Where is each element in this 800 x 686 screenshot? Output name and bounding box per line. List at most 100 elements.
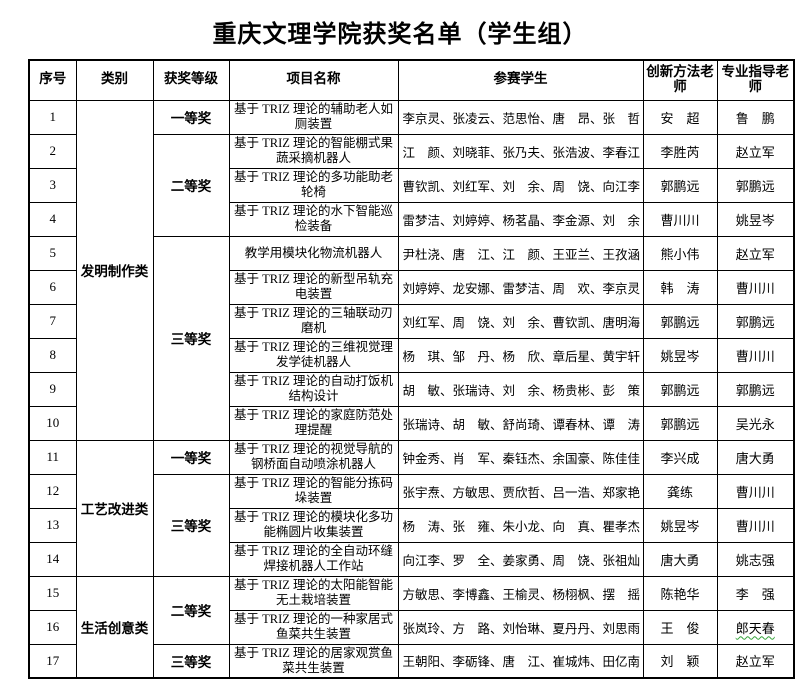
cell-advisor-teacher: 曹川川: [716, 337, 795, 373]
cell-serial: 17: [28, 643, 77, 679]
cell-advisor-teacher: 赵立军: [716, 235, 795, 271]
cell-students: 杨 涛、张 雍、朱小龙、向 真、瞿孝杰: [397, 507, 644, 543]
table-row: 13 基于 TRIZ 理论的模块化多功能椭圆片收集装置杨 涛、张 雍、朱小龙、向 …: [28, 507, 795, 543]
cell-advisor-teacher: 李 强: [716, 575, 795, 611]
cell-serial: 9: [28, 371, 77, 407]
table-row: 12 三等奖 基于 TRIZ 理论的智能分拣码垛装置 张宇焘、方敏思、贾欣哲、吕一浩、…: [28, 473, 795, 577]
cell-award-level: 二等奖: [152, 575, 230, 645]
header-row: 序号 类别 获奖等级 项目名称 参赛学生 创新方法老师 专业指导老师: [28, 59, 795, 101]
table-row: 1 发明制作类 一等奖 基于 TRIZ 理论的辅助老人如厕装置 李京灵、张凌云、范思怡、…: [28, 99, 795, 441]
cell-advisor-teacher: 姚昱岑: [716, 201, 795, 237]
cell-serial: 7: [28, 303, 77, 339]
cell-students: 张岚玲、方 路、刘怡琳、夏丹丹、刘思雨: [397, 609, 644, 645]
cell-students: 杨 琪、邹 丹、杨 欣、章后星、黄宇轩: [397, 337, 644, 373]
cell-category: 工艺改进类: [75, 439, 154, 577]
cell-advisor-teacher: 曹川川: [716, 507, 795, 543]
cell-serial: 8: [28, 337, 77, 373]
cell-project-name: 基于 TRIZ 理论的三轴联动刃磨机: [228, 303, 399, 339]
page-title: 重庆文理学院获奖名单（学生组）: [212, 20, 588, 48]
cell-serial: 12: [28, 473, 77, 509]
cell-students: 江 颜、刘晓菲、张乃夫、张浩波、李春江: [397, 133, 644, 169]
cell-method-teacher: 郭鹏远: [642, 167, 718, 203]
cell-project-name: 基于 TRIZ 理论的多功能助老轮椅: [228, 167, 399, 203]
award-table-body: 1 发明制作类 一等奖 基于 TRIZ 理论的辅助老人如厕装置 李京灵、张凌云、范思怡、…: [28, 99, 795, 679]
cell-advisor-teacher: 郭鹏远: [716, 303, 795, 339]
cell-method-teacher: 唐大勇: [642, 541, 718, 577]
cell-serial: 6: [28, 269, 77, 305]
cell-advisor-teacher: 鲁 鹏: [716, 99, 795, 135]
cell-project-name: 基于 TRIZ 理论的家庭防范处理提醒: [228, 405, 399, 441]
table-row: 16 基于 TRIZ 理论的一种家居式鱼菜共生装置 张岚玲、方 路、刘怡琳、夏丹丹、…: [28, 609, 795, 645]
cell-serial: 15: [28, 575, 77, 611]
cell-award-level: 三等奖: [152, 235, 230, 441]
header-advisor-teacher: 专业指导老师: [716, 59, 795, 101]
cell-advisor-teacher: 赵立军: [716, 133, 795, 169]
cell-award-level: 一等奖: [152, 439, 230, 475]
cell-project-name: 基于 TRIZ 理论的水下智能巡检装备: [228, 201, 399, 237]
cell-method-teacher: 郭鹏远: [642, 371, 718, 407]
cell-students: 尹杜浇、唐 江、江 颜、王亚兰、王孜涵: [397, 235, 644, 271]
cell-project-name: 基于 TRIZ 理论的新型吊轨充电装置: [228, 269, 399, 305]
cell-method-teacher: 韩 涛: [642, 269, 718, 305]
cell-students: 雷梦洁、刘婷婷、杨茗晶、李金源、刘 余: [397, 201, 644, 237]
cell-students: 刘红军、周 饶、刘 余、曹钦凯、唐明海: [397, 303, 644, 339]
table-row: 11 工艺改进类 一等奖 基于 TRIZ 理论的视觉导航的钢桥面自动喷涂机器人 钟金秀、…: [28, 439, 795, 577]
cell-advisor-teacher: 郎天春: [716, 609, 795, 645]
cell-method-teacher: 李胜芮: [642, 133, 718, 169]
spellcheck-marked-text: 郎天春: [735, 620, 775, 636]
cell-method-teacher: 龚练: [642, 473, 718, 509]
cell-students: 胡 敏、张瑞诗、刘 余、杨贵彬、彭 策: [397, 371, 644, 407]
cell-serial: 11: [28, 439, 77, 475]
cell-award-level: 三等奖: [152, 643, 230, 679]
cell-serial: 5: [28, 235, 77, 271]
cell-method-teacher: 王 俊: [642, 609, 718, 645]
cell-advisor-teacher: 曹川川: [716, 269, 795, 305]
cell-method-teacher: 姚昱岑: [642, 507, 718, 543]
cell-serial: 4: [28, 201, 77, 237]
cell-project-name: 教学用模块化物流机器人: [228, 235, 399, 271]
cell-method-teacher: 郭鹏远: [642, 405, 718, 441]
table-row: 17 三等奖 基于 TRIZ 理论的居家观赏鱼菜共生装置 王朝阳、李砺锋、唐 江、崔城…: [28, 643, 795, 679]
cell-advisor-teacher: 郭鹏远: [716, 371, 795, 407]
cell-advisor-teacher: 吴光永: [716, 405, 795, 441]
cell-project-name: 基于 TRIZ 理论的智能棚式果蔬采摘机器人: [228, 133, 399, 169]
cell-method-teacher: 姚昱岑: [642, 337, 718, 373]
cell-students: 张瑞诗、胡 敏、舒尚琦、谭春林、谭 涛: [397, 405, 644, 441]
cell-students: 王朝阳、李砺锋、唐 江、崔城炜、田亿南: [397, 643, 644, 679]
cell-students: 张宇焘、方敏思、贾欣哲、吕一浩、郑家艳: [397, 473, 644, 509]
table-row: 14 基于 TRIZ 理论的全自动环缝焊接机器人工作站 向江李、罗 全、姜家勇、周 …: [28, 541, 795, 577]
cell-method-teacher: 陈艳华: [642, 575, 718, 611]
table-row: 4 基于 TRIZ 理论的水下智能巡检装备 雷梦洁、刘婷婷、杨茗晶、李金源、刘 余曹…: [28, 201, 795, 237]
cell-project-name: 基于 TRIZ 理论的自动打饭机结构设计: [228, 371, 399, 407]
cell-award-level: 二等奖: [152, 133, 230, 237]
cell-method-teacher: 曹川川: [642, 201, 718, 237]
cell-method-teacher: 熊小伟: [642, 235, 718, 271]
cell-method-teacher: 李兴成: [642, 439, 718, 475]
cell-project-name: 基于 TRIZ 理论的辅助老人如厕装置: [228, 99, 399, 135]
table-row: 6 基于 TRIZ 理论的新型吊轨充电装置 刘婷婷、龙安娜、雷梦洁、周 欢、李京灵韩…: [28, 269, 795, 305]
cell-serial: 13: [28, 507, 77, 543]
cell-category: 发明制作类: [75, 99, 154, 441]
table-row: 5 三等奖 教学用模块化物流机器人 尹杜浇、唐 江、江 颜、王亚兰、王孜涵 熊小伟 赵立军: [28, 235, 795, 441]
cell-advisor-teacher: 曹川川: [716, 473, 795, 509]
cell-advisor-teacher: 唐大勇: [716, 439, 795, 475]
table-row: 3 基于 TRIZ 理论的多功能助老轮椅 曹钦凯、刘红军、刘 余、周 饶、向江李 郭鹏…: [28, 167, 795, 203]
header-project-name: 项目名称: [228, 59, 399, 101]
cell-project-name: 基于 TRIZ 理论的视觉导航的钢桥面自动喷涂机器人: [228, 439, 399, 475]
cell-serial: 3: [28, 167, 77, 203]
cell-project-name: 基于 TRIZ 理论的太阳能智能无土栽培装置: [228, 575, 399, 611]
cell-project-name: 基于 TRIZ 理论的智能分拣码垛装置: [228, 473, 399, 509]
cell-serial: 2: [28, 133, 77, 169]
cell-students: 钟金秀、肖 军、秦钰杰、余国豪、陈佳佳: [397, 439, 644, 475]
cell-project-name: 基于 TRIZ 理论的三维视觉理发学徒机器人: [228, 337, 399, 373]
award-table-header: 序号 类别 获奖等级 项目名称 参赛学生 创新方法老师 专业指导老师: [28, 59, 795, 101]
cell-advisor-teacher: 赵立军: [716, 643, 795, 679]
cell-students: 方敏思、李博鑫、王榆灵、杨栩枫、摆 摇: [397, 575, 644, 611]
cell-project-name: 基于 TRIZ 理论的一种家居式鱼菜共生装置: [228, 609, 399, 645]
cell-project-name: 基于 TRIZ 理论的全自动环缝焊接机器人工作站: [228, 541, 399, 577]
header-serial: 序号: [28, 59, 77, 101]
cell-advisor-teacher: 姚志强: [716, 541, 795, 577]
header-students: 参赛学生: [397, 59, 644, 101]
cell-students: 李京灵、张凌云、范思怡、唐 昂、张 哲: [397, 99, 644, 135]
